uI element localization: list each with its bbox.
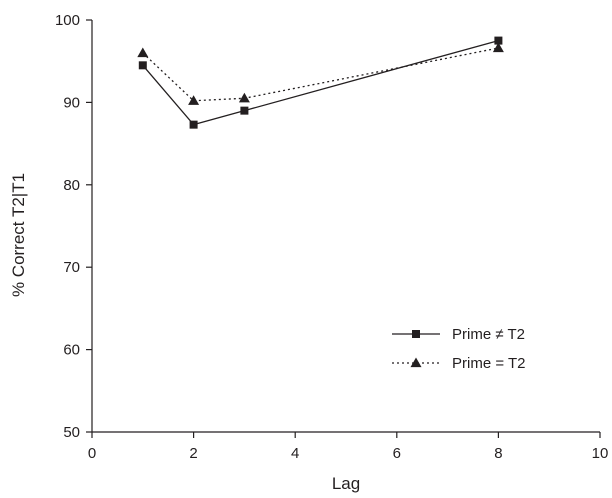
y-tick-label: 80 bbox=[63, 177, 80, 194]
legend-marker-2 bbox=[410, 357, 422, 368]
y-tick-label: 60 bbox=[63, 342, 80, 359]
y-tick-label: 90 bbox=[63, 94, 80, 111]
legend-label-1: Prime ≠ T2 bbox=[452, 326, 525, 343]
data-point-series-1 bbox=[494, 36, 503, 45]
y-axis-label: % Correct T2|T1 bbox=[9, 173, 28, 297]
data-point-series-1 bbox=[189, 120, 198, 129]
x-axis-label: Lag bbox=[332, 474, 360, 493]
data-point-series-2 bbox=[137, 47, 149, 58]
legend-label-2: Prime = T2 bbox=[452, 355, 526, 372]
data-point-series-1 bbox=[138, 61, 147, 70]
x-tick-label: 8 bbox=[494, 445, 502, 462]
y-tick-label: 70 bbox=[63, 259, 80, 276]
series-line-2 bbox=[142, 47, 499, 102]
x-tick-label: 10 bbox=[592, 445, 609, 462]
x-tick-label: 0 bbox=[88, 445, 96, 462]
x-tick-label: 4 bbox=[291, 445, 299, 462]
y-tick-label: 100 bbox=[55, 12, 80, 29]
x-tick-label: 6 bbox=[393, 445, 401, 462]
x-tick-label: 2 bbox=[189, 445, 197, 462]
data-point-series-1 bbox=[240, 106, 249, 115]
data-point-series-2 bbox=[492, 42, 504, 53]
data-point-series-2 bbox=[238, 92, 250, 103]
legend-marker-1 bbox=[412, 330, 420, 338]
data-point-series-2 bbox=[188, 95, 200, 105]
series-line-1 bbox=[142, 39, 499, 126]
y-tick-label: 50 bbox=[63, 424, 80, 441]
